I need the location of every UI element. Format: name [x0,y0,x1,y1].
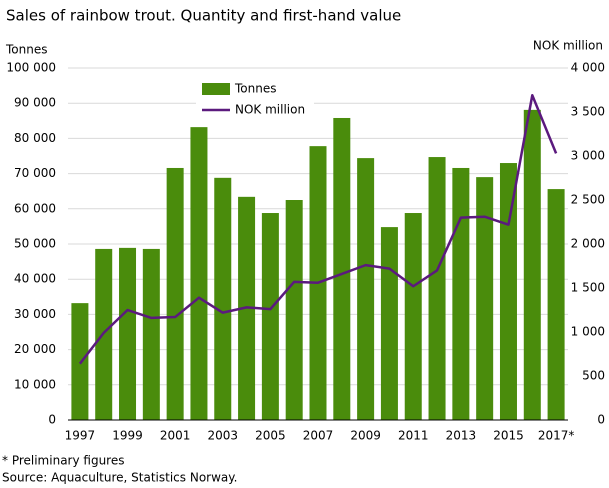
bar [71,303,89,420]
y2-tick-label: 2 000 [571,237,605,251]
bar [547,189,565,420]
bar [452,167,470,420]
y-tick-label: 90 000 [14,96,56,110]
x-tick-label: 1997 [65,429,96,443]
bar [119,247,137,420]
y-tick-label: 70 000 [14,166,56,180]
y-tick-label: 30 000 [14,307,56,321]
x-tick-label: 2009 [350,429,381,443]
x-tick-label: 2005 [255,429,286,443]
x-tick-label: 2011 [398,429,429,443]
x-tick-label: 2017* [538,429,575,443]
x-tick-label: 2003 [207,429,238,443]
legend-label: NOK million [235,103,305,117]
bar [404,213,422,420]
y-tick-label: 100 000 [6,61,56,75]
bar [142,248,160,420]
y2-tick-label: 4 000 [571,61,605,75]
legend-label: Tonnes [234,82,276,96]
bar [499,163,517,421]
y2-axis-label: NOK million [533,39,603,53]
x-tick-label: 1999 [112,429,143,443]
footnote: * Preliminary figures [2,454,124,468]
bar [166,167,184,420]
y-tick-label: 50 000 [14,237,56,251]
y2-tick-label: 0 [597,413,605,427]
y2-tick-label: 1 500 [571,281,605,295]
y-tick-label: 20 000 [14,342,56,356]
source: Source: Aquaculture, Statistics Norway. [2,471,237,485]
bar [476,177,494,420]
x-tick-label: 2001 [160,429,191,443]
x-tick-label: 2013 [446,429,477,443]
y2-tick-label: 2 500 [571,193,605,207]
bar [333,117,351,420]
legend-swatch [202,83,230,95]
bar [523,109,541,420]
bar [428,157,446,420]
bar [214,177,232,420]
y2-tick-label: 3 000 [571,149,605,163]
y2-tick-label: 500 [582,369,605,383]
y-tick-label: 60 000 [14,201,56,215]
chart-title: Sales of rainbow trout. Quantity and fir… [6,7,401,25]
y2-tick-label: 3 500 [571,105,605,119]
y-tick-label: 80 000 [14,131,56,145]
y-tick-label: 40 000 [14,272,56,286]
bar [190,127,208,421]
x-tick-label: 2007 [303,429,334,443]
y2-tick-label: 1 000 [571,325,605,339]
y-tick-label: 10 000 [14,377,56,391]
bar [261,213,279,420]
bar [357,158,375,420]
line [78,94,558,365]
y-tick-label: 0 [48,413,56,427]
x-tick-label: 2015 [493,429,524,443]
bar [285,200,303,420]
bar [380,227,398,420]
y-axis-label: Tonnes [5,43,47,57]
